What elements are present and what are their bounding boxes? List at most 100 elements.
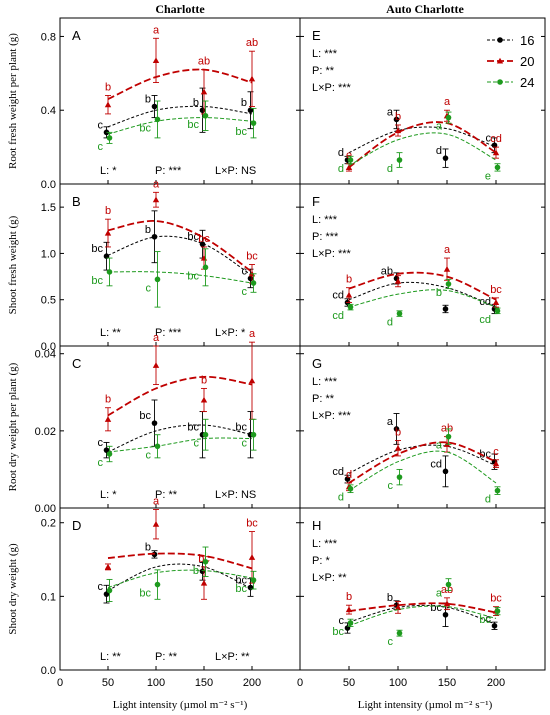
- significance-letter: bc: [332, 626, 344, 638]
- x-tick-label: 0: [57, 677, 63, 689]
- panel-frame: [59, 17, 301, 185]
- significance-letter: a: [153, 24, 160, 36]
- data-point: [494, 164, 501, 171]
- significance-letter: b: [241, 97, 247, 109]
- significance-letter: bc: [479, 614, 491, 626]
- stats-label: P: ***: [312, 231, 339, 243]
- data-point: [345, 291, 353, 298]
- significance-letter: d: [338, 147, 344, 159]
- data-point: [248, 554, 256, 560]
- series-24: cd d b cd: [332, 278, 501, 329]
- fit-curve-16: [107, 563, 253, 591]
- data-point: [443, 265, 451, 272]
- data-point: [247, 584, 254, 591]
- data-point: [202, 558, 209, 565]
- significance-letter: c: [146, 449, 152, 461]
- significance-letter: cd: [332, 466, 344, 478]
- data-point: [151, 233, 158, 240]
- data-point: [154, 116, 161, 123]
- panel-letter: B: [72, 194, 81, 209]
- significance-letter: a: [153, 495, 160, 507]
- data-point: [445, 581, 452, 588]
- significance-letter: a: [387, 416, 394, 428]
- series-20: db abc: [345, 423, 499, 492]
- significance-letter: b: [395, 111, 401, 123]
- data-point: [154, 276, 161, 283]
- significance-letter: a: [153, 178, 160, 190]
- y-axis-label: Shoot fresh weight (g): [7, 215, 19, 314]
- data-point: [199, 241, 206, 247]
- y-tick-label: 0.00: [35, 503, 56, 515]
- significance-letter: c: [486, 613, 492, 625]
- significance-letter: bc: [235, 126, 247, 138]
- data-point: [394, 445, 402, 451]
- significance-letter: d: [485, 494, 491, 506]
- data-point: [151, 103, 158, 110]
- stats-label: L×P: NS: [215, 165, 256, 177]
- significance-letter: bc: [490, 593, 502, 605]
- x-axis-label-left: Light intensity (µmol m⁻² s⁻¹): [113, 699, 248, 711]
- significance-letter: c: [242, 438, 248, 450]
- x-axis-label-right: Light intensity (µmol m⁻² s⁻¹): [358, 699, 493, 711]
- data-point: [442, 611, 449, 618]
- panel-frame: [59, 507, 301, 671]
- y-axis-label: Root fresh weight per plant (g): [7, 33, 19, 169]
- panel-A: A 0.0 0.4 0.8 Root fresh weight per plant (g…: [7, 17, 301, 191]
- legend-label-20: 20: [520, 54, 534, 69]
- fit-curve-20: [348, 121, 497, 169]
- significance-letter: a: [444, 96, 451, 108]
- panel-letter: A: [72, 28, 81, 43]
- significance-letter: c: [242, 265, 248, 277]
- fit-curve-16: [107, 105, 253, 128]
- significance-letter: b: [105, 81, 111, 93]
- significance-letter: b: [387, 592, 393, 604]
- significance-letter: c: [388, 636, 394, 648]
- significance-letter: b: [395, 427, 401, 439]
- data-point: [394, 127, 402, 134]
- data-point: [344, 476, 351, 482]
- data-point: [200, 88, 208, 95]
- data-point: [396, 310, 403, 317]
- significance-letter: bc: [187, 119, 199, 131]
- significance-letter: d: [346, 469, 352, 481]
- y-tick-label: 0.1: [41, 591, 56, 603]
- stats-label: L: ***: [312, 214, 338, 226]
- data-point: [106, 587, 113, 594]
- data-point: [250, 120, 257, 126]
- data-point: [103, 253, 110, 260]
- stats-label: P: ***: [155, 327, 182, 339]
- x-tick-label: 150: [195, 677, 213, 689]
- data-point: [154, 443, 161, 450]
- series-24: bc b bc: [106, 546, 257, 602]
- data-point: [492, 299, 500, 306]
- y-tick-label: 0.0: [41, 665, 56, 677]
- panel-B: B 0.0 0.5 1.0 1.5 Shoot fresh weight (g) L: **…: [7, 178, 301, 353]
- data-point: [250, 577, 257, 583]
- significance-letter: c: [146, 282, 152, 294]
- stats-label: P: *: [312, 555, 330, 567]
- significance-letter: d: [436, 145, 442, 157]
- data-point: [443, 600, 451, 607]
- stats-label: L: **: [100, 327, 122, 339]
- series-20: b a b bc: [345, 584, 502, 616]
- significance-letter: cd: [490, 133, 502, 145]
- data-point: [396, 474, 403, 480]
- significance-letter: c: [98, 141, 104, 153]
- x-tick-label: 100: [389, 677, 407, 689]
- data-point: [104, 101, 112, 108]
- significance-letter: c: [339, 615, 345, 627]
- y-tick-label: 1.5: [41, 202, 56, 214]
- legend-label-16: 16: [520, 33, 534, 48]
- significance-letter: c: [493, 446, 499, 458]
- fit-curve-24: [348, 450, 497, 492]
- significance-letter: bc: [235, 575, 247, 587]
- y-tick-label: 0.2: [41, 518, 56, 530]
- x-tick-label: 150: [438, 677, 456, 689]
- significance-letter: a: [387, 106, 394, 118]
